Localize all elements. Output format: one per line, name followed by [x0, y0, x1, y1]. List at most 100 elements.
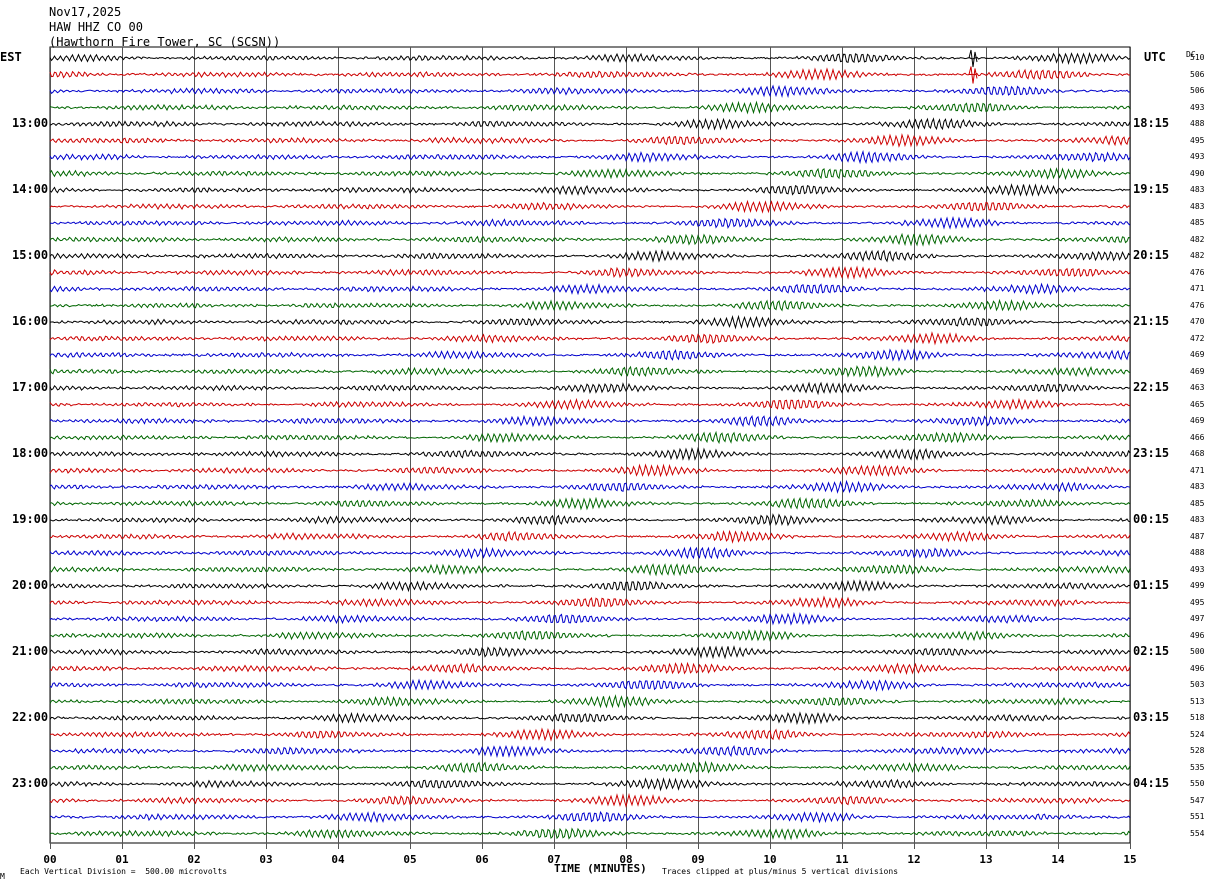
- dc-offset-value: 550: [1190, 779, 1205, 788]
- dc-offset-value: 483: [1190, 515, 1205, 524]
- seismic-trace: [49, 397, 1131, 411]
- seismic-trace: [49, 629, 1131, 642]
- seismic-trace: [49, 381, 1131, 396]
- x-tick-label: 11: [835, 853, 849, 866]
- hour-label-est: 21:00: [12, 644, 49, 658]
- seismic-trace: [49, 232, 1131, 247]
- hour-label-est: 16:00: [12, 314, 49, 328]
- dc-header-label: DC: [1186, 50, 1196, 59]
- seismic-trace: [49, 777, 1131, 792]
- hour-label-est: 13:00: [12, 116, 49, 130]
- seismic-trace: [49, 365, 1131, 379]
- dc-offset-value: 482: [1190, 251, 1205, 260]
- hour-label-utc: 20:15: [1133, 248, 1170, 262]
- dc-offset-value: 483: [1190, 201, 1205, 211]
- seismic-trace: [49, 678, 1131, 692]
- dc-offset-value: 490: [1190, 168, 1205, 178]
- seismic-trace: [49, 463, 1131, 478]
- dc-offset-value: 488: [1190, 119, 1205, 128]
- dc-offset-value: 469: [1190, 416, 1205, 425]
- dc-offset-value: 468: [1190, 449, 1205, 458]
- x-tick-label: 14: [1051, 853, 1065, 866]
- hour-label-est: 20:00: [12, 578, 49, 592]
- hour-label-est: 19:00: [12, 512, 49, 526]
- x-tick-label: 09: [691, 853, 705, 866]
- seismic-trace: [49, 810, 1131, 824]
- dc-offset-value: 513: [1190, 696, 1205, 706]
- hour-label-est: 23:00: [12, 776, 49, 790]
- hour-label-utc: 01:15: [1133, 578, 1170, 592]
- seismic-trace: [49, 496, 1131, 511]
- seismic-trace: [49, 760, 1131, 774]
- x-tick-label: 03: [259, 853, 273, 866]
- seismic-trace: [49, 744, 1131, 759]
- clip-note: Traces clipped at plus/minus 5 vertical …: [662, 867, 899, 876]
- seismic-trace: [49, 645, 1131, 660]
- seismic-trace: [49, 711, 1131, 726]
- seismic-event-spike: [968, 66, 978, 84]
- seismic-trace: [49, 611, 1131, 626]
- scale-note: Each Vertical Division = 500.00 microvol…: [20, 867, 228, 876]
- seismic-trace: [49, 430, 1131, 445]
- dc-offset-value: 476: [1190, 300, 1205, 310]
- x-tick-label: 15: [1123, 853, 1137, 866]
- dc-offset-value: 476: [1190, 267, 1205, 277]
- dc-offset-value: 551: [1190, 812, 1205, 821]
- seismic-trace: [49, 167, 1131, 181]
- hour-label-est: 15:00: [12, 248, 49, 262]
- hour-label-utc: 18:15: [1133, 116, 1170, 130]
- dc-offset-value: 503: [1190, 680, 1205, 689]
- x-tick-label: 10: [763, 853, 777, 866]
- dc-offset-value: 547: [1190, 795, 1205, 805]
- dc-offset-value: 506: [1190, 69, 1205, 79]
- dc-offset-value: 472: [1190, 333, 1205, 343]
- seismic-trace: [49, 827, 1131, 841]
- dc-offset-value: 510: [1190, 53, 1205, 62]
- header: Nov17,2025 HAW HHZ CO 00 (Hawthorn Fire …: [49, 5, 280, 50]
- dc-offset-value: 499: [1190, 581, 1205, 590]
- hour-label-utc: 23:15: [1133, 446, 1170, 460]
- seismic-trace: [49, 694, 1131, 709]
- dc-offset-value: 469: [1190, 366, 1205, 376]
- x-tick-label: 05: [403, 853, 417, 866]
- x-tick-label: 08: [619, 853, 633, 866]
- seismic-trace: [49, 792, 1131, 808]
- seismic-trace: [49, 265, 1131, 280]
- dc-offset-value: 470: [1190, 317, 1205, 326]
- dc-offset-value: 466: [1190, 432, 1205, 442]
- seismic-trace: [49, 513, 1131, 527]
- corner-mark: M: [0, 872, 5, 881]
- seismic-trace: [49, 248, 1131, 263]
- hour-label-utc: 03:15: [1133, 710, 1170, 724]
- dc-offset-value: 518: [1190, 713, 1205, 722]
- dc-offset-value: 506: [1190, 86, 1205, 95]
- dc-offset-value: 528: [1190, 746, 1205, 755]
- seismic-trace: [49, 529, 1131, 544]
- seismic-trace: [49, 446, 1131, 461]
- dc-offset-value: 487: [1190, 531, 1205, 541]
- seismic-trace: [49, 84, 1131, 99]
- hour-label-utc: 00:15: [1133, 512, 1170, 526]
- dc-offset-value: 496: [1190, 663, 1205, 673]
- dc-offset-value: 535: [1190, 762, 1205, 772]
- seismic-trace: [49, 563, 1131, 577]
- seismic-trace: [50, 215, 1131, 230]
- x-tick-label: 13: [979, 853, 993, 866]
- hour-label-utc: 22:15: [1133, 380, 1170, 394]
- hour-label-utc: 04:15: [1133, 776, 1170, 790]
- dc-offset-value: 483: [1190, 482, 1205, 491]
- hour-label-utc: 21:15: [1133, 314, 1170, 328]
- dc-offset-value: 493: [1190, 102, 1205, 112]
- seismic-trace: [49, 132, 1131, 148]
- dc-offset-value: 497: [1190, 614, 1205, 623]
- seismic-trace: [49, 183, 1131, 197]
- x-tick-label: 02: [187, 853, 201, 866]
- seismic-trace: [49, 298, 1131, 312]
- x-tick-label: 04: [331, 853, 345, 866]
- seismic-trace: [49, 579, 1131, 593]
- timezone-left-label: EST: [0, 50, 22, 64]
- dc-offset-value: 463: [1190, 383, 1205, 392]
- dc-offset-value: 488: [1190, 548, 1205, 557]
- dc-offset-value: 500: [1190, 647, 1205, 656]
